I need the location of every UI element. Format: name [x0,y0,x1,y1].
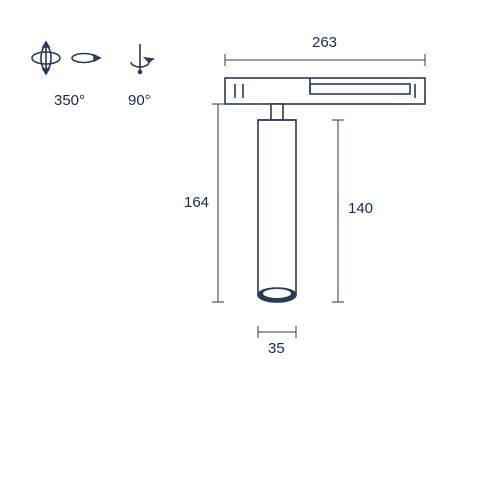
stem [271,104,283,120]
dim-height-full [212,104,224,302]
dim-height-tube [332,120,344,302]
tube-body [258,120,296,302]
dim-diameter [258,326,296,338]
dim-height-tube-label: 140 [348,200,373,217]
dim-width-top-label: 263 [312,34,337,51]
luminaire-drawing [0,0,500,500]
track-adapter [225,78,425,104]
dim-height-full-label: 164 [184,194,209,211]
dim-width-top [225,54,425,66]
dim-diameter-label: 35 [268,340,285,357]
